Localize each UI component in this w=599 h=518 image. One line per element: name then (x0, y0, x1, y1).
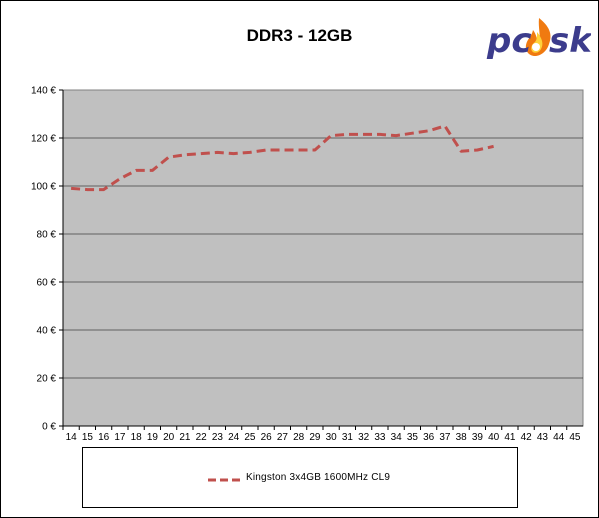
y-axis: 0 € 20 € 40 € 60 € 80 € 100 € 120 € 140 € (31, 86, 64, 433)
x-tick-label: 22 (196, 432, 208, 443)
y-tick-label: 20 € (37, 374, 57, 385)
x-tick-label: 43 (537, 432, 549, 443)
y-tick-label: 120 € (31, 134, 56, 145)
x-tick-label: 21 (179, 432, 191, 443)
x-tick-label: 34 (391, 432, 403, 443)
x-tick-label: 15 (82, 432, 94, 443)
x-tick-label: 17 (114, 432, 126, 443)
x-tick-label: 37 (439, 432, 451, 443)
svg-text:pc: pc (486, 21, 532, 61)
plot-area (62, 89, 584, 427)
chart-title: DDR3 - 12GB (246, 26, 353, 45)
x-tick-label: 35 (407, 432, 419, 443)
x-tick-label: 25 (244, 432, 256, 443)
x-tick-label: 45 (569, 432, 581, 443)
x-tick-label: 44 (553, 432, 565, 443)
y-tick-label: 100 € (31, 182, 56, 193)
x-tick-label: 42 (521, 432, 533, 443)
x-tick-label: 41 (504, 432, 516, 443)
x-tick-label: 23 (212, 432, 224, 443)
x-tick-label: 32 (358, 432, 370, 443)
svg-text:sk: sk (549, 21, 591, 61)
x-tick-label: 33 (374, 432, 386, 443)
y-tick-label: 140 € (31, 86, 56, 97)
x-tick-label: 28 (293, 432, 305, 443)
x-tick-label: 36 (423, 432, 435, 443)
x-tick-label: 38 (456, 432, 468, 443)
legend-swatch-kingston (208, 478, 240, 482)
y-tick-label: 80 € (37, 230, 57, 241)
series-layer (70, 124, 494, 192)
pcask-logo: pc sk (486, 18, 591, 61)
x-tick-label: 40 (488, 432, 500, 443)
x-tick-label: 27 (277, 432, 289, 443)
y-tick-label: 0 € (42, 422, 56, 433)
y-tick-label: 60 € (37, 278, 57, 289)
legend-label-kingston: Kingston 3x4GB 1600MHz CL9 (246, 472, 391, 483)
x-tick-label: 29 (309, 432, 321, 443)
legend: Kingston 3x4GB 1600MHz CL9 (82, 447, 518, 508)
x-tick-label: 16 (98, 432, 110, 443)
x-tick-label: 19 (147, 432, 159, 443)
flame-icon (525, 18, 551, 56)
series-line-0 (70, 124, 494, 192)
x-tick-label: 30 (326, 432, 338, 443)
x-tick-label: 39 (472, 432, 484, 443)
x-tick-label: 24 (228, 432, 240, 443)
y-tick-label: 40 € (37, 326, 57, 337)
x-tick-label: 26 (261, 432, 273, 443)
x-tick-label: 31 (342, 432, 354, 443)
x-tick-label: 14 (66, 432, 78, 443)
x-axis: 14 15 16 17 18 19 20 21 22 23 24 25 26 27 28 29 30 31 32 33… (62, 425, 583, 443)
x-tick-label: 18 (131, 432, 143, 443)
x-tick-label: 20 (163, 432, 175, 443)
gridlines (63, 137, 583, 379)
